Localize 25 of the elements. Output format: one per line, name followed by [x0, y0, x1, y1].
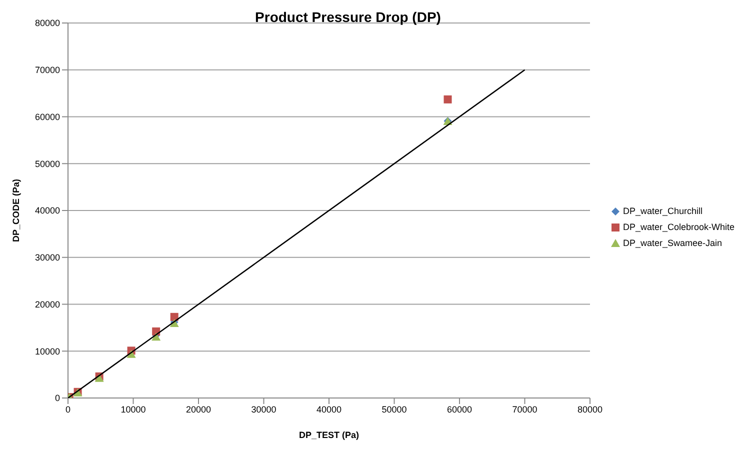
chart-title: Product Pressure Drop (DP): [255, 9, 441, 25]
x-tick-label: 30000: [251, 404, 276, 414]
x-tick-label: 70000: [512, 404, 538, 414]
x-tick-label: 0: [65, 404, 71, 414]
x-axis-title: DP_TEST (Pa): [298, 430, 360, 440]
legend-label: DP_water_Swamee-Jain: [622, 237, 724, 250]
y-tick-label: 50000: [34, 158, 60, 169]
y-tick-label: 20000: [34, 299, 60, 310]
y-tick-label: 30000: [34, 252, 60, 263]
y-tick-label: 70000: [34, 65, 60, 76]
x-tick-label: 50000: [382, 404, 407, 414]
x-tick-label: 40000: [316, 404, 342, 414]
legend-label: DP_water_Colebrook-White: [622, 221, 735, 234]
x-tick-label: 20000: [186, 404, 212, 414]
legend-label: DP_water_Churchill: [622, 205, 704, 218]
x-tick-label: 60000: [446, 404, 472, 414]
y-axis-title: DP_CODE (Pa): [11, 178, 22, 242]
y-tick-label: 40000: [34, 206, 60, 216]
y-tick-label: 0: [54, 393, 60, 404]
y-tick-label: 80000: [34, 18, 60, 28]
y-tick-label: 60000: [34, 112, 60, 122]
x-tick-label: 80000: [577, 404, 603, 414]
x-tick-label: 10000: [120, 404, 146, 414]
y-tick-label: 10000: [34, 346, 60, 356]
point: [444, 95, 452, 104]
